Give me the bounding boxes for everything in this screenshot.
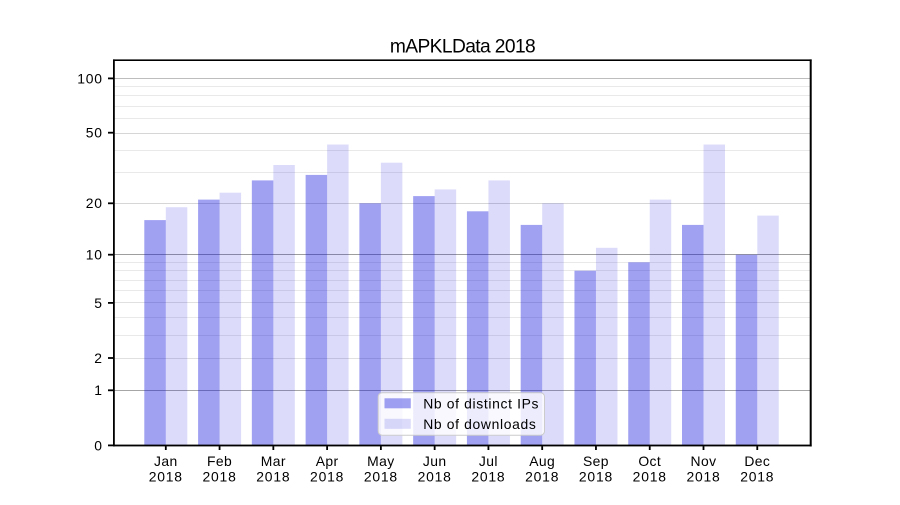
svg-text:Dec: Dec bbox=[744, 453, 770, 469]
svg-text:50: 50 bbox=[86, 125, 103, 141]
svg-text:Nov: Nov bbox=[691, 453, 717, 469]
svg-text:2018: 2018 bbox=[256, 469, 290, 485]
svg-text:2: 2 bbox=[94, 350, 103, 366]
svg-text:2018: 2018 bbox=[364, 469, 398, 485]
svg-text:5: 5 bbox=[94, 295, 103, 311]
svg-text:Apr: Apr bbox=[316, 453, 339, 469]
svg-text:20: 20 bbox=[86, 195, 103, 211]
svg-text:Feb: Feb bbox=[207, 453, 232, 469]
svg-text:Jun: Jun bbox=[423, 453, 447, 469]
svg-text:2018: 2018 bbox=[418, 469, 452, 485]
svg-text:2018: 2018 bbox=[633, 469, 667, 485]
svg-text:2018: 2018 bbox=[203, 469, 237, 485]
svg-text:May: May bbox=[367, 453, 394, 469]
svg-text:Nb of downloads: Nb of downloads bbox=[423, 416, 536, 432]
svg-text:2018: 2018 bbox=[310, 469, 344, 485]
svg-text:2018: 2018 bbox=[579, 469, 613, 485]
svg-text:mAPKLData 2018: mAPKLData 2018 bbox=[390, 37, 535, 58]
svg-text:Nb of distinct IPs: Nb of distinct IPs bbox=[423, 395, 539, 411]
svg-text:Jan: Jan bbox=[154, 453, 178, 469]
svg-text:Mar: Mar bbox=[261, 453, 286, 469]
svg-text:2018: 2018 bbox=[686, 469, 720, 485]
svg-text:10: 10 bbox=[86, 247, 103, 263]
svg-text:1: 1 bbox=[94, 382, 103, 398]
svg-text:0: 0 bbox=[94, 437, 103, 453]
svg-text:Aug: Aug bbox=[529, 453, 555, 469]
svg-text:Oct: Oct bbox=[638, 453, 661, 469]
svg-text:2018: 2018 bbox=[471, 469, 505, 485]
svg-text:Jul: Jul bbox=[479, 453, 498, 469]
svg-text:Sep: Sep bbox=[583, 453, 609, 469]
svg-text:2018: 2018 bbox=[525, 469, 559, 485]
svg-text:2018: 2018 bbox=[149, 469, 183, 485]
svg-text:100: 100 bbox=[77, 70, 103, 86]
svg-text:2018: 2018 bbox=[740, 469, 774, 485]
